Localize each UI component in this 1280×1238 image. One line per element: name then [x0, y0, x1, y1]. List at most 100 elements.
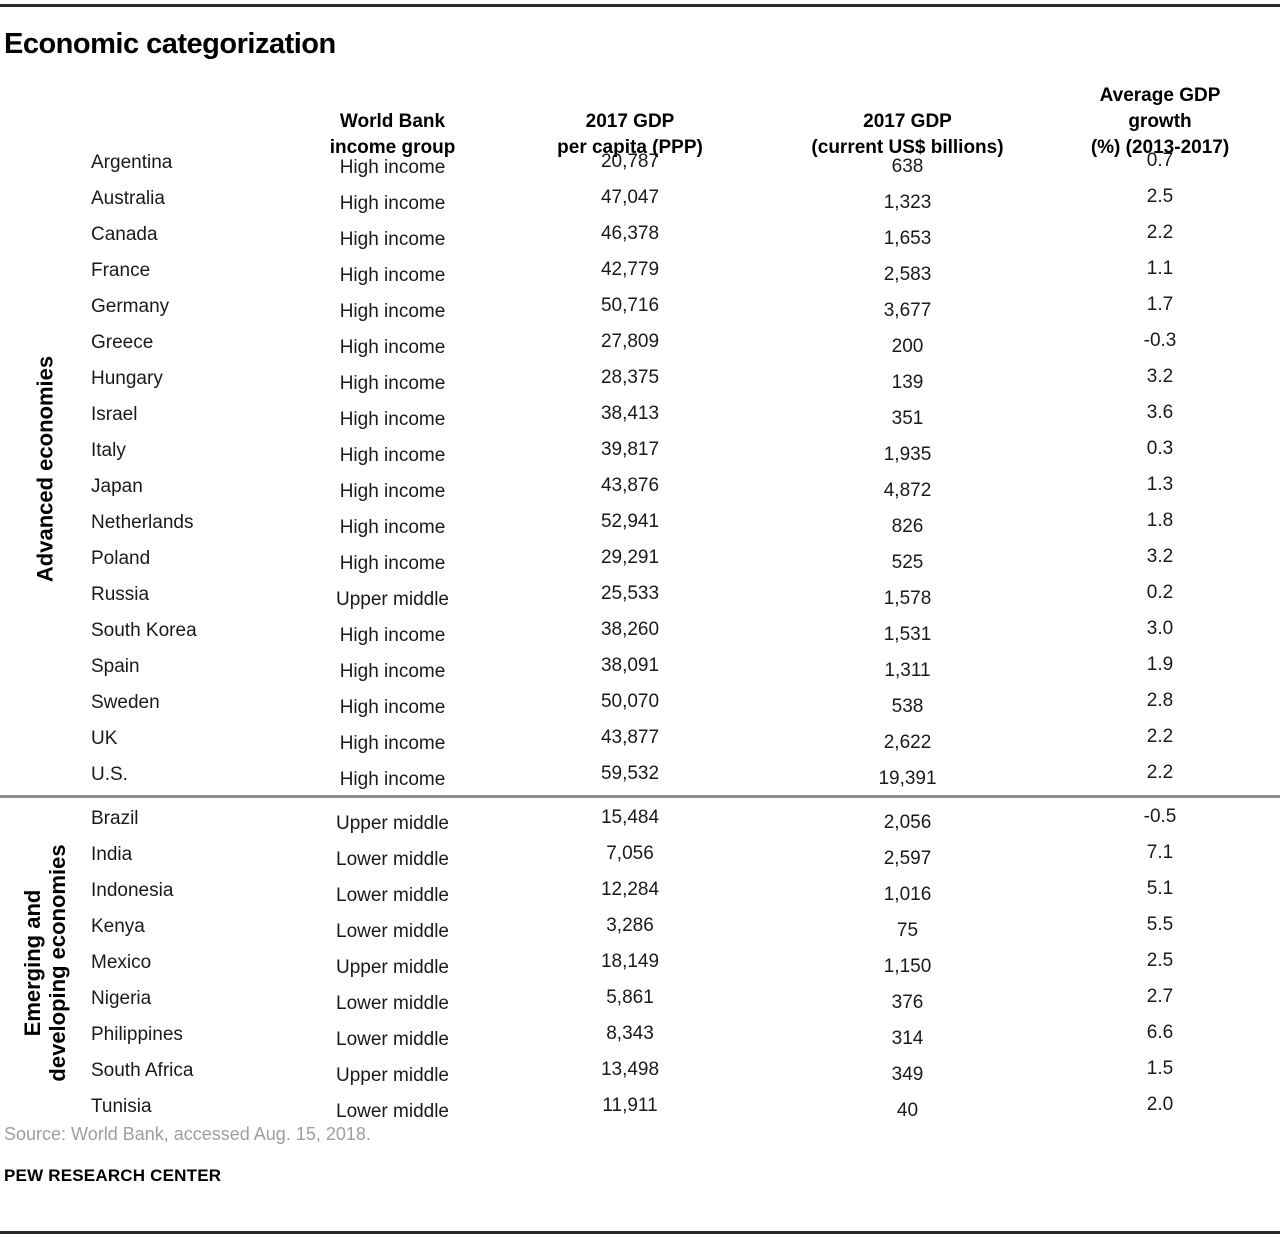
income-group-cell: High income [339, 301, 446, 322]
gdp-per-capita-cell: 43,876 [600, 475, 660, 496]
table-row: Italy High income 39,817 1,935 0.3 [0, 433, 1280, 469]
table-row: Hungary High income 28,375 139 3.2 [0, 361, 1280, 397]
gdp-per-capita-cell: 39,817 [600, 439, 660, 460]
income-group-cell: High income [339, 337, 446, 358]
gdp-per-capita-cell: 46,378 [600, 223, 660, 244]
income-group-cell: Lower middle [336, 885, 449, 906]
country-cell: Tunisia [91, 1096, 152, 1117]
income-group-cell: High income [339, 553, 446, 574]
table-row: Greece High income 27,809 200 -0.3 [0, 325, 1280, 361]
avg-gdp-growth-cell: 2.2 [1146, 222, 1174, 243]
gdp-per-capita-cell: 20,787 [600, 151, 660, 172]
table-row: Poland High income 29,291 525 3.2 [0, 541, 1280, 577]
table-row: Canada High income 46,378 1,653 2.2 [0, 217, 1280, 253]
gdp-per-capita-cell: 52,941 [600, 511, 660, 532]
table-row: Brazil Upper middle 15,484 2,056 -0.5 [0, 801, 1280, 837]
income-group-cell: Upper middle [336, 813, 449, 834]
gdp-per-capita-cell: 5,861 [606, 987, 654, 1008]
avg-gdp-growth-cell: 2.0 [1146, 1094, 1174, 1115]
gdp-billions-cell: 351 [891, 408, 924, 429]
gdp-billions-cell: 525 [891, 552, 924, 573]
income-group-cell: Lower middle [336, 1101, 449, 1122]
table-row: South Africa Upper middle 13,498 349 1.5 [0, 1053, 1280, 1089]
income-group-cell: Upper middle [336, 957, 449, 978]
table-row: Netherlands High income 52,941 826 1.8 [0, 505, 1280, 541]
income-group-cell: High income [339, 229, 446, 250]
row-gutter [0, 289, 85, 325]
table-row: Japan High income 43,876 4,872 1.3 [0, 469, 1280, 505]
country-cell: Hungary [91, 368, 163, 389]
row-gutter [0, 721, 85, 757]
income-group-cell: High income [339, 661, 446, 682]
gdp-per-capita-cell: 13,498 [600, 1059, 660, 1080]
table-row: Israel High income 38,413 351 3.6 [0, 397, 1280, 433]
income-group-cell: High income [339, 481, 446, 502]
income-group-cell: High income [339, 733, 446, 754]
country-cell: Italy [91, 440, 126, 461]
gdp-per-capita-cell: 47,047 [600, 187, 660, 208]
gdp-per-capita-cell: 8,343 [606, 1023, 654, 1044]
country-cell: Germany [91, 296, 170, 317]
avg-gdp-growth-cell: -0.5 [1143, 806, 1177, 827]
table-row: Argentina High income 20,787 638 0.7 [0, 145, 1280, 181]
page-title: Economic categorization [4, 28, 336, 60]
avg-gdp-growth-cell: 3.2 [1146, 546, 1174, 567]
table-row: Kenya Lower middle 3,286 75 5.5 [0, 909, 1280, 945]
avg-gdp-growth-cell: 0.2 [1146, 582, 1174, 603]
income-group-cell: Lower middle [336, 1029, 449, 1050]
row-gutter [0, 181, 85, 217]
gdp-per-capita-cell: 28,375 [600, 367, 660, 388]
table-row: France High income 42,779 2,583 1.1 [0, 253, 1280, 289]
gdp-billions-cell: 3,677 [883, 300, 932, 321]
gdp-per-capita-cell: 59,532 [600, 763, 660, 784]
top-rule [0, 4, 1280, 7]
avg-gdp-growth-cell: 1.1 [1146, 258, 1174, 279]
section-label-emerging-developing: Emerging and developing economies [20, 844, 70, 1082]
income-group-cell: High income [339, 517, 446, 538]
section-emerging-developing-economies: Emerging and developing economies Brazil… [0, 801, 1280, 1125]
income-group-cell: High income [339, 193, 446, 214]
row-gutter [0, 613, 85, 649]
avg-gdp-growth-cell: 5.5 [1146, 914, 1174, 935]
gdp-billions-cell: 200 [891, 336, 924, 357]
section-advanced-economies: Advanced economies Argentina High income 2… [0, 145, 1280, 793]
table-row: Sweden High income 50,070 538 2.8 [0, 685, 1280, 721]
country-cell: Greece [91, 332, 154, 353]
avg-gdp-growth-cell: 2.5 [1146, 950, 1174, 971]
table-row: Tunisia Lower middle 11,911 40 2.0 [0, 1089, 1280, 1125]
avg-gdp-growth-cell: 3.6 [1146, 402, 1174, 423]
gdp-per-capita-cell: 38,260 [600, 619, 660, 640]
gdp-per-capita-cell: 3,286 [606, 915, 654, 936]
country-cell: Brazil [91, 808, 139, 829]
country-cell: Argentina [91, 152, 173, 173]
gdp-billions-cell: 2,583 [883, 264, 932, 285]
avg-gdp-growth-cell: 2.2 [1146, 762, 1174, 783]
gdp-billions-cell: 1,578 [883, 588, 932, 609]
gdp-per-capita-cell: 43,877 [600, 727, 660, 748]
header-income-group: World Bank income group [329, 111, 456, 158]
table-row: Indonesia Lower middle 12,284 1,016 5.1 [0, 873, 1280, 909]
table-row: Russia Upper middle 25,533 1,578 0.2 [0, 577, 1280, 613]
gdp-per-capita-cell: 42,779 [600, 259, 660, 280]
country-cell: Netherlands [91, 512, 194, 533]
avg-gdp-growth-cell: 3.2 [1146, 366, 1174, 387]
gdp-per-capita-cell: 7,056 [606, 843, 654, 864]
header-gdp-billions: 2017 GDP (current US$ billions) [811, 111, 1004, 158]
gdp-per-capita-cell: 38,091 [600, 655, 660, 676]
row-gutter [0, 757, 85, 793]
table-row: Mexico Upper middle 18,149 1,150 2.5 [0, 945, 1280, 981]
country-cell: Philippines [91, 1024, 183, 1045]
table-row: Nigeria Lower middle 5,861 376 2.7 [0, 981, 1280, 1017]
income-group-cell: High income [339, 373, 446, 394]
country-cell: France [91, 260, 151, 281]
gdp-billions-cell: 826 [891, 516, 924, 537]
gdp-billions-cell: 19,391 [878, 768, 937, 789]
avg-gdp-growth-cell: 6.6 [1146, 1022, 1174, 1043]
avg-gdp-growth-cell: 1.5 [1146, 1058, 1174, 1079]
avg-gdp-growth-cell: 0.3 [1146, 438, 1174, 459]
brand-name: PEW RESEARCH CENTER [4, 1166, 222, 1185]
gdp-billions-cell: 40 [896, 1100, 919, 1121]
country-cell: Nigeria [91, 988, 152, 1009]
gdp-billions-cell: 1,323 [883, 192, 932, 213]
table-row: India Lower middle 7,056 2,597 7.1 [0, 837, 1280, 873]
